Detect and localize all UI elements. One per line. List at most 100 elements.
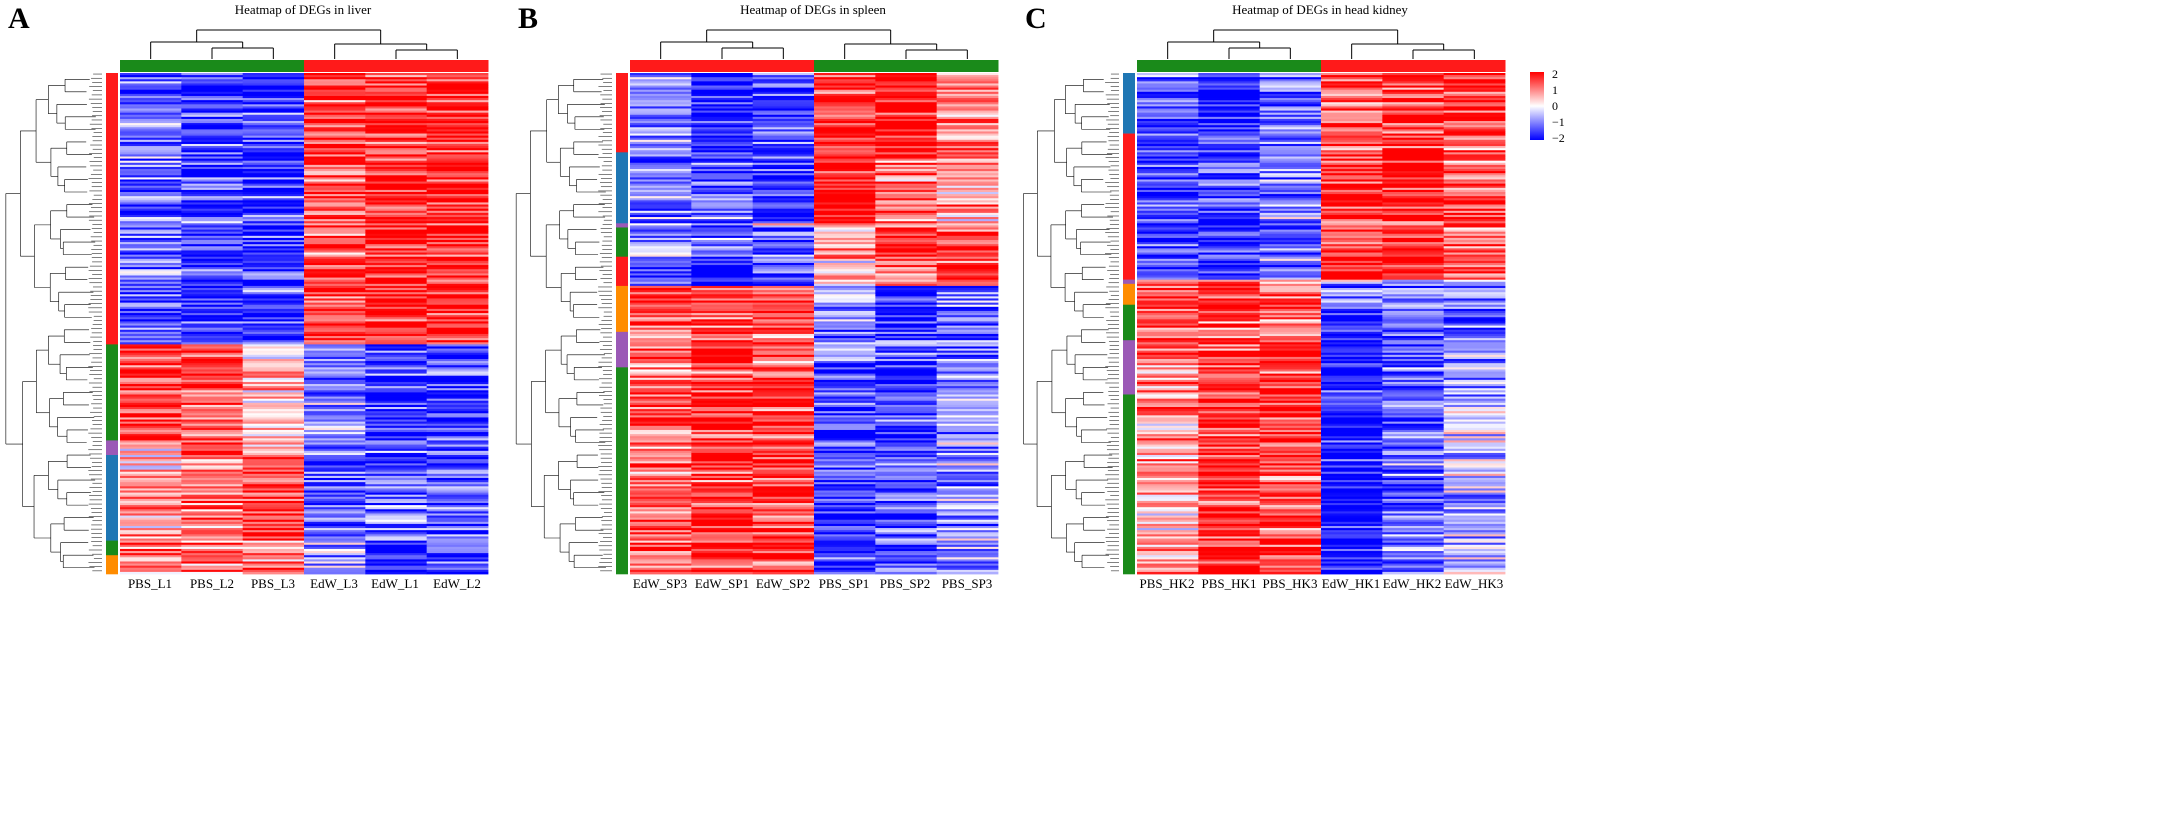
heatmap-cell [365,421,428,425]
heatmap-cell [365,133,428,137]
heatmap-cell [242,277,305,281]
heatmap-cell [1443,369,1506,372]
heatmap-cell [936,91,999,95]
heatmap-cell [875,392,938,395]
heatmap-cell [1321,240,1383,243]
heatmap-cell [752,304,815,308]
heatmap-cell [630,475,692,479]
heatmap-cell [1259,267,1322,270]
heatmap-cell [936,223,999,226]
heatmap-cell [304,344,366,347]
heatmap-cell [365,519,428,523]
heatmap-cell [630,452,692,456]
heatmap-cell [181,563,244,567]
heatmap-cell [630,121,692,124]
heatmap-cell [120,546,182,550]
heatmap-cell [936,133,999,137]
heatmap-cell [304,530,366,533]
heatmap-cell [304,381,366,385]
heatmap-cell [630,333,692,337]
heatmap-cell [814,517,876,521]
heatmap-cell [242,340,305,343]
heatmap-cell [1137,396,1199,400]
heatmap-cell [814,83,876,86]
heatmap-cell [875,544,938,548]
heatmap-cell [304,392,366,395]
heatmap-cell [304,200,366,203]
heatmap-cell [814,250,876,253]
heatmap-cell [426,509,489,512]
heatmap-cell [691,125,754,128]
heatmap-cell [304,133,366,137]
heatmap-cell [304,206,366,210]
heatmap-cell [1382,419,1445,423]
heatmap-cell [1259,308,1322,312]
heatmap-cell [1382,112,1445,116]
heatmap-cell [1137,509,1199,512]
heatmap-cell [936,509,999,512]
heatmap-cell [1137,133,1199,137]
heatmap-cell [752,129,815,132]
heatmap-cell [752,327,815,331]
heatmap-cell [1259,104,1322,107]
heatmap-cell [752,565,815,569]
heatmap-cell [1443,123,1506,126]
heatmap-cell [630,206,692,210]
heatmap-cell [1198,87,1261,91]
heatmap-cell [875,469,938,473]
heatmap-cell [814,496,876,500]
heatmap-cell [120,390,182,393]
heatmap-cell [691,141,754,145]
heatmap-cell [752,398,815,402]
heatmap-cell [1443,154,1506,157]
heatmap-cell [1198,421,1261,425]
heatmap-cell [1198,233,1261,237]
heatmap-cell [365,390,428,393]
heatmap-cell [426,108,489,111]
heatmap-cell [936,269,999,272]
heatmap-cell [875,191,938,195]
heatmap-cell [304,265,366,268]
heatmap-cell [752,371,815,374]
cluster-bar-segment [106,540,118,556]
heatmap-cell [1259,177,1322,180]
heatmap-cell [630,488,692,491]
heatmap-cell [752,338,815,341]
heatmap-cell [875,346,938,349]
heatmap-cell [426,204,489,207]
heatmap-cell [242,379,305,383]
heatmap-cell [936,425,999,429]
heatmap-cell [1198,467,1261,471]
heatmap-cell [120,569,182,573]
heatmap-cell [1321,210,1383,214]
heatmap-cell [1259,459,1322,462]
heatmap-cell [181,327,244,331]
heatmap-cell [630,106,692,109]
heatmap-cell [181,367,244,370]
heatmap-cell [426,321,489,324]
heatmap-cell [1443,471,1506,475]
heatmap-cell [875,336,938,339]
heatmap-cell [630,75,692,78]
heatmap-cell [1382,371,1445,374]
heatmap-cell [936,521,999,525]
heatmap-cell [120,217,182,220]
heatmap-cell [691,571,754,575]
heatmap-cell [1259,81,1322,84]
cluster-bar-segment [1123,73,1135,134]
heatmap-cell [365,304,428,308]
heatmap-cell [691,407,754,410]
heatmap-cell [691,240,754,243]
heatmap-cell [242,551,305,554]
heatmap-cell [1259,160,1322,164]
heatmap-cell [814,298,876,301]
heatmap-cell [365,404,428,408]
heatmap-cell [630,204,692,207]
heatmap-cell [691,505,754,508]
heatmap-cell [752,538,815,541]
heatmap-cell [1198,511,1261,514]
heatmap-cell [181,177,244,180]
heatmap-cell [1137,214,1199,218]
panel-c-group-bar [1137,60,1506,72]
heatmap-cell [1321,484,1383,487]
